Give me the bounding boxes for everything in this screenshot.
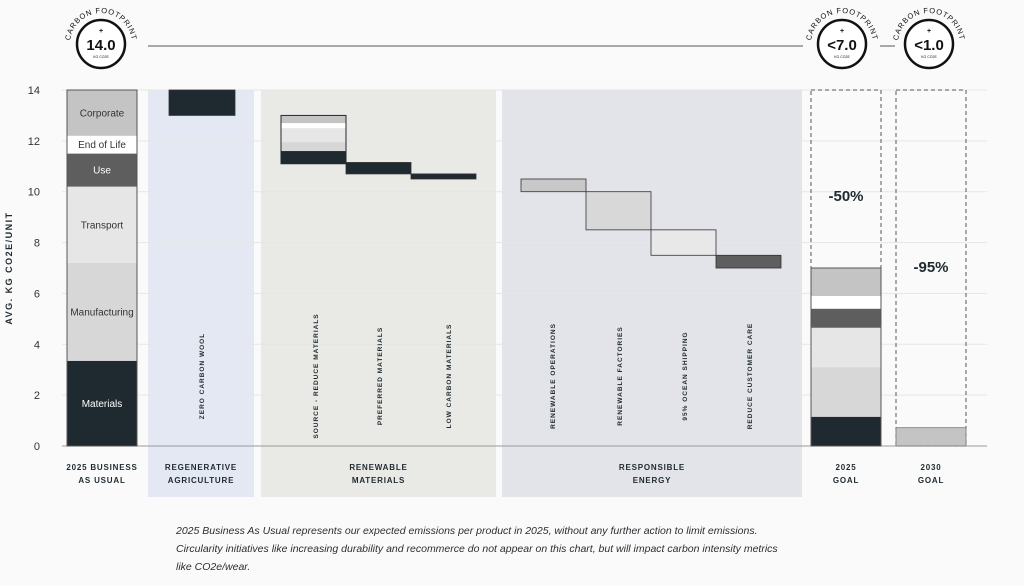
waterfall-bar — [715, 254, 782, 269]
step-label: LOW CARBON MATERIALS — [446, 324, 453, 429]
step-label: SOURCE - REDUCE MATERIALS — [313, 313, 320, 438]
segment-label: Corporate — [80, 108, 125, 119]
group-label: GOAL — [918, 476, 944, 485]
waterfall-bar — [168, 89, 236, 116]
step-label: REDUCE CUSTOMER CARE — [747, 323, 754, 430]
carbon-footprint-badge: CARBON FOOTPRINT+14.0KG CO2E — [63, 6, 138, 70]
carbon-footprint-badge: CARBON FOOTPRINT+<7.0KG CO2E — [804, 6, 879, 70]
y-tick-label: 0 — [34, 441, 40, 453]
bar-outline — [280, 114, 347, 165]
step-label: RENEWABLE FACTORIES — [617, 326, 624, 425]
bar-segment — [67, 262, 137, 361]
carbon-footprint-badge: CARBON FOOTPRINT+<1.0KG CO2E — [891, 6, 966, 70]
group-label: REGENERATIVE — [165, 463, 237, 472]
goal-2030-percent: -95% — [913, 259, 948, 276]
segment-label: Materials — [82, 399, 123, 410]
waterfall-bar — [410, 173, 477, 180]
group-label: GOAL — [833, 476, 859, 485]
y-tick-label: 2 — [34, 390, 40, 402]
group-label: 2030 — [921, 463, 942, 472]
bar-segment — [67, 186, 137, 263]
group-label: ENERGY — [633, 476, 672, 485]
bar-segment — [67, 135, 137, 154]
badge-prefix: + — [99, 28, 103, 35]
group-label: AGRICULTURE — [168, 476, 234, 485]
waterfall-bar — [520, 178, 587, 193]
y-tick-label: 6 — [34, 288, 40, 300]
badge-value: 14.0 — [86, 37, 115, 54]
bar-segment — [281, 115, 346, 124]
y-tick-label: 4 — [34, 339, 40, 351]
bar-segment — [67, 90, 137, 136]
badge-circle — [903, 18, 955, 70]
segment-label: Transport — [81, 220, 124, 231]
y-axis-title: AVG. KG CO2E/UNIT — [4, 211, 14, 324]
badge-circle — [816, 18, 868, 70]
step-label: PREFERRED MATERIALS — [377, 327, 384, 425]
bar-segment — [281, 142, 346, 152]
y-tick-label: 10 — [28, 187, 40, 199]
bar-segment — [811, 416, 881, 446]
badge-value: <1.0 — [914, 37, 944, 54]
group-label: RESPONSIBLE — [619, 463, 685, 472]
group-label: AS USUAL — [78, 476, 125, 485]
badge-prefix: + — [927, 28, 931, 35]
badge-unit: KG CO2E — [834, 55, 850, 59]
step-label: RENEWABLE OPERATIONS — [550, 323, 557, 429]
footnote: 2025 Business As Usual represents our ex… — [176, 525, 778, 573]
bar-segment — [811, 327, 881, 368]
bar-segment — [811, 268, 881, 296]
carbon-waterfall-chart: 0 2 4 6 8 10 12 14 AVG. KG CO2E/UNIT Materials Man… — [4, 6, 987, 497]
y-tick-label: 14 — [28, 85, 40, 97]
step-label: 95% OCEAN SHIPPING — [682, 331, 689, 420]
badge-prefix: + — [840, 28, 844, 35]
group-label: MATERIALS — [352, 476, 405, 485]
goal-2030-bar — [895, 427, 967, 447]
bar-segment — [281, 123, 346, 129]
segment-label: Use — [93, 166, 111, 177]
group-label: 2025 — [836, 463, 857, 472]
group-label: 2025 BUSINESS — [66, 463, 137, 472]
badge-unit: KG CO2E — [921, 55, 937, 59]
segment-label: End of Life — [78, 140, 126, 151]
bar-segment — [811, 308, 881, 328]
waterfall-bar — [650, 229, 717, 256]
goal-2030-outline — [895, 89, 967, 447]
bar-segment — [281, 151, 346, 164]
badge-value: <7.0 — [827, 37, 857, 54]
step-label: ZERO CARBON WOOL — [199, 333, 206, 419]
y-tick-label: 8 — [34, 238, 40, 250]
waterfall-bar — [585, 191, 652, 231]
waterfall-bar — [345, 162, 412, 175]
bar-outline — [810, 267, 882, 447]
badge-circle — [75, 18, 127, 70]
bar-segment — [281, 128, 346, 143]
bar-segment — [811, 367, 881, 417]
bar-segment — [67, 360, 137, 446]
goal-2025-percent: -50% — [828, 188, 863, 205]
bar-segment — [67, 153, 137, 187]
bar-outline — [66, 89, 138, 447]
y-tick-label: 12 — [28, 136, 40, 148]
segment-label: Manufacturing — [70, 307, 133, 318]
bar-segment — [811, 295, 881, 309]
group-label: RENEWABLE — [349, 463, 407, 472]
badge-unit: KG CO2E — [93, 55, 109, 59]
